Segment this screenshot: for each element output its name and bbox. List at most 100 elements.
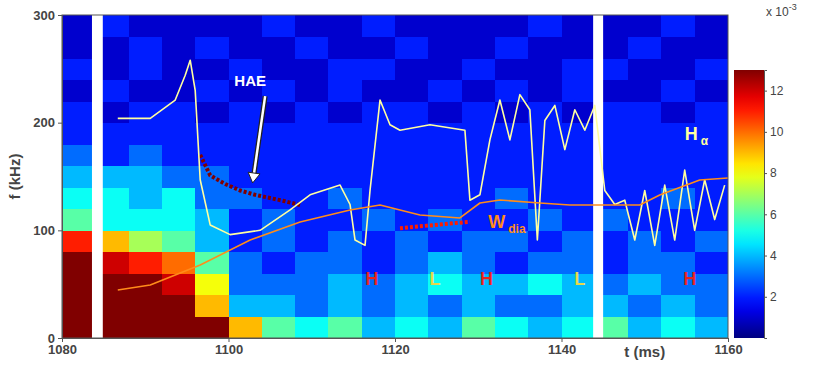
plot-area [62, 15, 728, 338]
heatmap-cell [162, 316, 196, 338]
y-axis-line [58, 16, 63, 339]
colorbar-tick-label: 8 [770, 166, 777, 180]
heatmap-cell [328, 15, 362, 37]
heatmap-cell [162, 144, 196, 166]
heatmap-cell [528, 273, 562, 295]
heatmap-cell [328, 316, 362, 338]
heatmap-cell [295, 101, 329, 123]
heatmap-cell [195, 230, 229, 252]
colorbar-tick-mark [764, 256, 767, 257]
trace-label-subscript: dia [508, 222, 526, 236]
heatmap-cell [695, 209, 728, 231]
heatmap-cell [562, 37, 596, 59]
heatmap-cell [129, 58, 163, 80]
heatmap-cell [62, 316, 96, 338]
heatmap-cell [62, 187, 96, 209]
heatmap-cell [462, 187, 496, 209]
colorbar-tick-label: 10 [770, 125, 784, 139]
heatmap-cell [195, 187, 229, 209]
heatmap-cell [162, 209, 196, 231]
heatmap-cell [195, 101, 229, 123]
heatmap-cell [562, 187, 596, 209]
heatmap-cell [628, 80, 662, 102]
heatmap-cell [695, 166, 728, 188]
heatmap-cell [428, 166, 462, 188]
colorbar-multiplier: x 10-3 [766, 2, 797, 19]
heatmap-cell [428, 295, 462, 317]
arrow-head [248, 172, 260, 183]
heatmap-cell [129, 101, 163, 123]
heatmap-cell [129, 144, 163, 166]
heatmap-cell [62, 37, 96, 59]
annotation: HAE [234, 72, 266, 89]
heatmap-cell [661, 316, 695, 338]
heatmap-cell [695, 252, 728, 274]
heatmap-cell [229, 209, 263, 231]
heatmap-cell [495, 80, 529, 102]
heatmap-cell [229, 316, 263, 338]
heatmap-cell [262, 37, 296, 59]
heatmap-cell [295, 80, 329, 102]
heatmap-cell [395, 37, 429, 59]
heatmap-cell [628, 37, 662, 59]
heatmap-cell [428, 58, 462, 80]
heatmap-cell [495, 187, 529, 209]
heatmap-cell [462, 101, 496, 123]
heatmap-cell [229, 101, 263, 123]
heatmap-cell [362, 15, 396, 37]
heatmap-cell [628, 101, 662, 123]
heatmap-cell [295, 252, 329, 274]
heatmap-cell [462, 166, 496, 188]
colorbar-multiplier-exponent: -3 [789, 2, 797, 12]
colorbar-tick-label: 12 [770, 84, 784, 98]
colorbar-tick-label: 4 [770, 249, 777, 263]
arrow [254, 96, 265, 173]
heatmap-cell [62, 295, 96, 317]
heatmap-cell [162, 15, 196, 37]
heatmap-cell [362, 58, 396, 80]
heatmap-cell [428, 316, 462, 338]
heatmap-cell [362, 144, 396, 166]
heatmap-cell [562, 166, 596, 188]
heatmap-cell [295, 15, 329, 37]
y-tick-mark [58, 230, 62, 231]
plot-frame [62, 15, 728, 338]
heatmap-cell [661, 37, 695, 59]
heatmap-cell [262, 316, 296, 338]
heatmap-cell [295, 144, 329, 166]
heatmap-cell [362, 295, 396, 317]
heatmap-cell [495, 316, 529, 338]
spectral-mode [200, 155, 300, 205]
heatmap-cell [262, 123, 296, 145]
heatmap-cell [362, 37, 396, 59]
colorbar-tick-mark [764, 91, 767, 92]
heatmap-cell [262, 273, 296, 295]
heatmap-cell [495, 58, 529, 80]
trace-label-name: W [488, 212, 505, 232]
heatmap-cell [528, 209, 562, 231]
heatmap-cell [528, 80, 562, 102]
data-gap [92, 15, 103, 338]
heatmap-cell [562, 101, 596, 123]
heatmap-cell [195, 316, 229, 338]
heatmap-cell [462, 316, 496, 338]
heatmap-cell [328, 80, 362, 102]
heatmap-cell [62, 101, 96, 123]
heatmap-cell [195, 123, 229, 145]
heatmap-cell [661, 295, 695, 317]
heatmap-cell [562, 15, 596, 37]
heatmap-cell [395, 230, 429, 252]
heatmap-cell [495, 295, 529, 317]
heatmap-cell [628, 123, 662, 145]
heatmap-cell [262, 101, 296, 123]
heatmap-cell [495, 15, 529, 37]
heatmap-cell [428, 144, 462, 166]
heatmap-cell [661, 80, 695, 102]
heatmap-cell [528, 295, 562, 317]
heatmap-cell [328, 252, 362, 274]
x-axis-title: t (ms) [624, 343, 665, 360]
heatmap-cell [362, 316, 396, 338]
heatmap-cell [395, 101, 429, 123]
heatmap-cell [129, 187, 163, 209]
heatmap-cell [695, 101, 728, 123]
